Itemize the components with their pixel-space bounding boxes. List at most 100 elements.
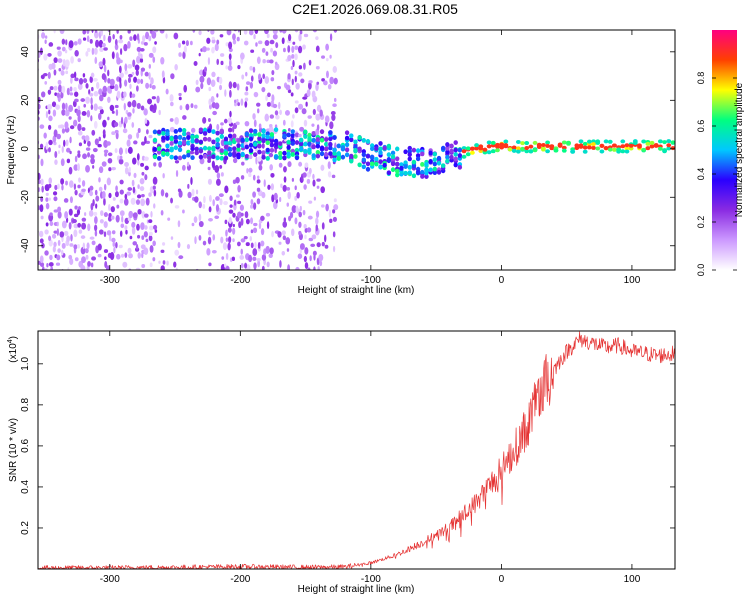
spectrogram-cell xyxy=(208,86,212,92)
spectrogram-cell xyxy=(246,167,249,174)
spectrogram-cell xyxy=(524,146,530,151)
spectrogram-cell xyxy=(282,119,286,126)
spectrogram-cell xyxy=(198,148,204,154)
spectrogram-cell xyxy=(137,184,140,189)
spectrogram-frame xyxy=(37,29,676,271)
spectrogram-cell xyxy=(256,102,261,107)
spectrogram-cell xyxy=(103,231,107,238)
spectrogram-cell xyxy=(250,217,254,225)
spectrogram-cell xyxy=(148,52,154,58)
spectrogram-cell xyxy=(436,155,442,161)
spectrogram-cell xyxy=(278,155,283,161)
spectrogram-cell xyxy=(407,156,412,162)
spectrogram-cell xyxy=(72,119,78,127)
spectrogram-cell xyxy=(76,108,81,117)
spectrogram-cell xyxy=(369,154,375,160)
spectrogram-cell xyxy=(148,35,152,42)
spectrogram-cell xyxy=(54,184,58,191)
spectrogram-cell xyxy=(248,142,254,148)
spectrogram-cell xyxy=(415,156,421,162)
spectrogram-cell xyxy=(294,70,298,75)
spectrogram-cell xyxy=(170,101,174,107)
spectrogram-cell xyxy=(303,134,308,139)
spectrogram-cell xyxy=(170,73,175,80)
spectrogram-cell xyxy=(327,161,331,170)
spectrogram-cell xyxy=(272,103,278,109)
spectrogram-cell xyxy=(49,254,53,261)
spectrogram-cell xyxy=(266,101,272,107)
spectrogram-cell xyxy=(248,167,253,173)
spectrogram-cell xyxy=(265,156,270,161)
spectrogram-cell xyxy=(173,134,179,140)
spectrogram-cell xyxy=(319,145,325,151)
spectrogram-cell xyxy=(253,141,258,147)
spectrogram-cell xyxy=(302,44,306,50)
spectrogram-cell xyxy=(107,157,113,164)
spectrogram-cell xyxy=(258,164,263,171)
spectrogram-cell xyxy=(131,71,135,76)
spectrogram-cell xyxy=(291,228,295,237)
spectrogram-cell xyxy=(432,166,438,172)
spectrogram-cell xyxy=(182,164,186,171)
spectrogram-cell xyxy=(219,53,225,57)
spectrogram-cell xyxy=(193,61,198,67)
spectrogram-cell xyxy=(78,77,84,85)
spectrogram-cell xyxy=(144,136,147,144)
spectrogram-cell xyxy=(316,185,320,189)
spectrogram-cell xyxy=(332,66,338,73)
spectrogram-cell xyxy=(235,194,240,198)
spectrogram-cell xyxy=(97,243,102,251)
spectrogram-cell xyxy=(336,151,341,156)
spectrogram-cell xyxy=(278,150,283,156)
spectrogram-cell xyxy=(244,101,248,108)
spectrogram-cell xyxy=(541,142,546,147)
spectrogram-cell xyxy=(290,92,294,97)
snr-xlabel: Height of straight line (km) xyxy=(298,584,415,595)
spectrogram-cell xyxy=(561,148,567,153)
spectrogram-cell xyxy=(264,113,270,122)
spectrogram-cell xyxy=(281,230,286,236)
spectrogram-cell xyxy=(74,155,78,163)
spectrogram-cell xyxy=(52,191,58,196)
spectrogram-cell xyxy=(74,205,78,210)
spectrogram-cell xyxy=(152,137,158,143)
y-tick-label: 0 xyxy=(20,146,31,152)
spectrogram-cell xyxy=(591,142,596,147)
spectrogram-cell xyxy=(227,127,233,133)
spectrogram-cell xyxy=(73,244,78,250)
snr-x-ticks: -300 -200 -100 0 100 xyxy=(100,331,641,585)
spectrogram-cell xyxy=(45,192,49,197)
spectrogram-cell xyxy=(256,258,261,262)
spectrogram-cell xyxy=(528,149,534,154)
spectrogram-cell xyxy=(94,56,98,65)
spectrogram-cell xyxy=(92,78,98,82)
spectrogram-cell xyxy=(57,79,62,85)
spectrogram-cell xyxy=(77,58,81,63)
spectrogram-cell xyxy=(152,240,156,247)
spectrogram-cell xyxy=(43,53,48,61)
spectrogram-cell xyxy=(224,219,228,225)
spectrogram-cell xyxy=(399,162,404,168)
spectrogram-cell xyxy=(70,233,73,242)
spectrogram-cell xyxy=(103,47,108,51)
spectrogram-cell xyxy=(135,199,141,205)
spectrogram-cell xyxy=(107,35,112,43)
snr-scale-base: (x10 xyxy=(8,343,19,363)
spectrogram-cell xyxy=(57,239,61,246)
spectrogram-cell xyxy=(64,211,69,219)
spectrogram-cell xyxy=(135,69,139,76)
spectrogram-cell xyxy=(38,139,40,146)
spectrogram-cell xyxy=(104,152,108,157)
spectrogram-cell xyxy=(478,146,484,151)
spectrogram-cell xyxy=(582,149,588,154)
spectrogram-cell xyxy=(253,34,256,40)
spectrogram-cell xyxy=(206,77,212,86)
spectrogram-cell xyxy=(353,148,358,154)
spectrogram-cell xyxy=(545,143,550,148)
spectrogram-cell xyxy=(187,183,190,189)
spectrogram-cell xyxy=(85,254,89,260)
spectrogram-cell xyxy=(267,92,271,98)
spectrogram-cell xyxy=(223,155,229,161)
spectrogram-cell xyxy=(369,146,375,152)
spectrogram-cell xyxy=(261,150,266,156)
